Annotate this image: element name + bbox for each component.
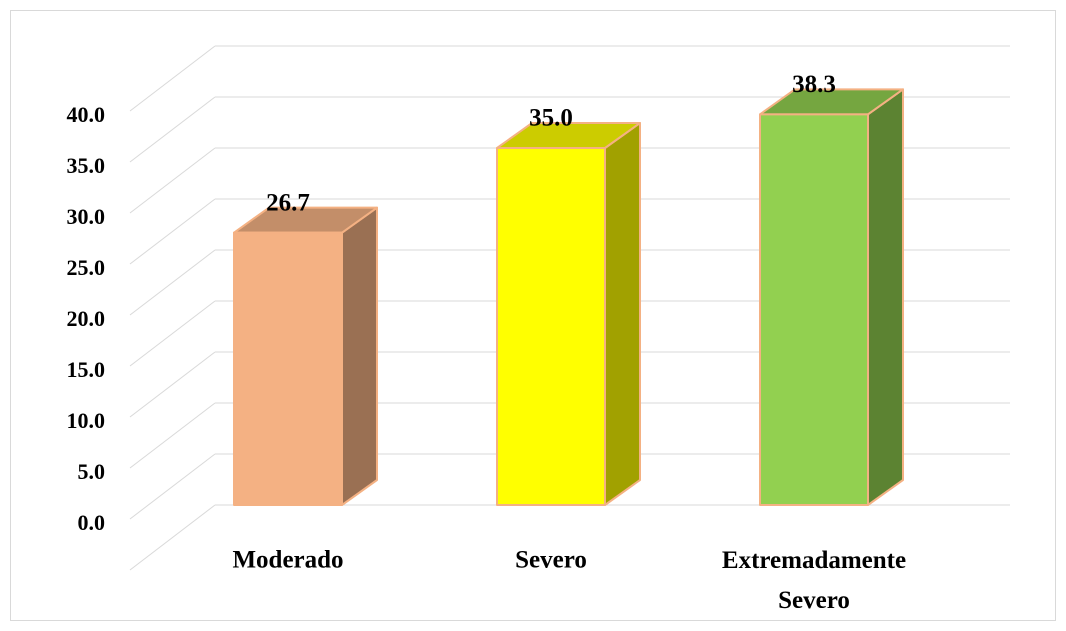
y-tick-label: 10.0 xyxy=(67,408,106,433)
bar xyxy=(759,113,869,506)
x-tick-label: Moderado xyxy=(232,547,343,574)
y-tick-label: 5.0 xyxy=(78,459,106,484)
grid-line-side xyxy=(129,504,216,571)
data-label: 35.0 xyxy=(529,105,573,132)
bar-side xyxy=(604,122,641,506)
bar-side xyxy=(867,88,904,506)
x-tick-label: Extremadamente Severo xyxy=(722,547,906,614)
y-tick-label: 25.0 xyxy=(67,255,106,280)
x-tick-label: Severo xyxy=(515,547,587,574)
y-tick-label: 20.0 xyxy=(67,306,106,331)
grid-line-side xyxy=(129,96,216,163)
grid-line-side xyxy=(129,198,216,265)
y-tick-label: 0.0 xyxy=(78,510,106,535)
bar xyxy=(233,231,343,506)
grid-line-side xyxy=(129,300,216,367)
grid-line-side xyxy=(129,147,216,214)
grid-line-side xyxy=(129,351,216,418)
data-label: 26.7 xyxy=(266,189,310,216)
bar-side xyxy=(341,206,378,506)
y-tick-label: 30.0 xyxy=(67,204,106,229)
wall-top-side xyxy=(129,45,216,112)
y-tick-label: 35.0 xyxy=(67,153,106,178)
grid-line-side xyxy=(129,402,216,469)
y-tick-label: 40.0 xyxy=(67,102,106,127)
y-tick-label: 15.0 xyxy=(67,357,106,382)
grid-line-side xyxy=(129,249,216,316)
data-label: 38.3 xyxy=(792,71,836,98)
bar xyxy=(496,147,606,506)
grid-line-side xyxy=(129,453,216,520)
